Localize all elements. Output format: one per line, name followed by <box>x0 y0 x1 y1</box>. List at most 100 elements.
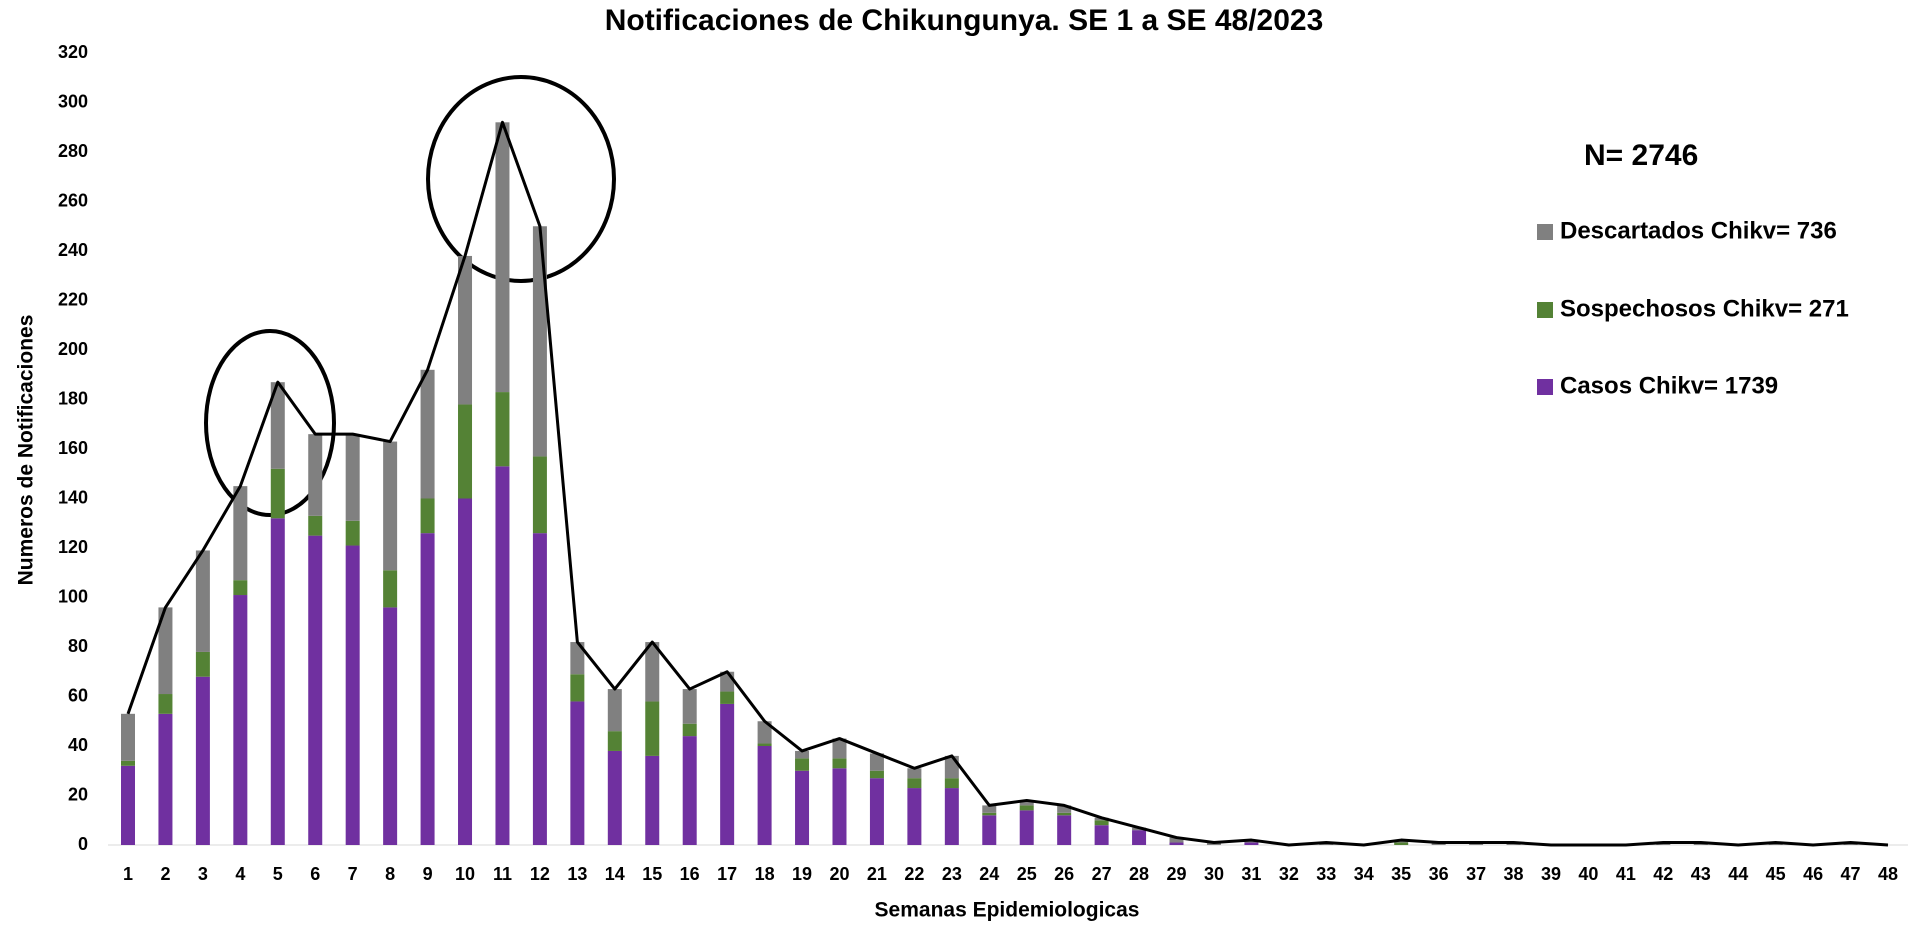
x-tick-label: 24 <box>979 864 999 884</box>
x-tick-label: 36 <box>1429 864 1449 884</box>
bar-segment <box>757 746 772 845</box>
bar-segment <box>570 642 585 675</box>
bar-segment <box>308 515 323 536</box>
x-tick-label: 3 <box>198 864 208 884</box>
bar-segment <box>233 595 248 845</box>
bar-segment <box>757 743 772 746</box>
x-tick-label: 32 <box>1279 864 1299 884</box>
legend-swatch <box>1537 302 1553 318</box>
highlight-circle <box>204 329 336 517</box>
bar-segment <box>832 738 847 759</box>
bar-segment <box>420 498 435 534</box>
x-tick-label: 34 <box>1354 864 1374 884</box>
bar-segment <box>944 755 959 779</box>
bar-segment <box>869 770 884 779</box>
bar-segment <box>570 701 585 845</box>
bar-segment <box>495 122 510 393</box>
y-tick-label: 200 <box>58 339 88 359</box>
bar-segment <box>607 731 622 751</box>
x-tick-label: 10 <box>455 864 475 884</box>
bar-segment <box>458 404 473 499</box>
bar-segment <box>757 721 772 744</box>
bar-segment <box>532 226 547 457</box>
bar-segment <box>795 758 810 771</box>
y-tick-label: 180 <box>58 388 88 408</box>
bar-segment <box>121 765 135 845</box>
x-tick-label: 18 <box>755 864 775 884</box>
y-tick-label: 220 <box>58 289 88 309</box>
x-tick-label: 37 <box>1466 864 1486 884</box>
x-tick-label: 20 <box>829 864 849 884</box>
legend-label: Descartados Chikv= 736 <box>1560 217 1837 244</box>
bar-segment <box>158 694 173 714</box>
bar-segment <box>1019 805 1034 811</box>
chart-title: Notificaciones de Chikungunya. SE 1 a SE… <box>605 4 1324 37</box>
bar-segment <box>832 768 847 845</box>
bar-segment <box>1094 820 1109 826</box>
x-tick-label: 29 <box>1166 864 1186 884</box>
bar-segment <box>158 607 173 695</box>
x-tick-label: 19 <box>792 864 812 884</box>
x-tick-label: 33 <box>1316 864 1336 884</box>
bar-segment <box>720 691 735 704</box>
bar-segment <box>233 580 248 596</box>
x-tick-label: 30 <box>1204 864 1224 884</box>
legend-label: Casos Chikv= 1739 <box>1560 372 1778 399</box>
bar-segment <box>1169 837 1184 843</box>
y-tick-label: 280 <box>58 141 88 161</box>
bar-segment <box>158 713 173 845</box>
bar-segment <box>383 607 398 845</box>
x-tick-label: 11 <box>493 864 512 884</box>
legend-swatch <box>1537 379 1553 395</box>
y-tick-label: 80 <box>68 636 88 656</box>
x-tick-label: 2 <box>160 864 170 884</box>
bar-segment <box>458 498 473 845</box>
x-tick-label: 44 <box>1728 864 1748 884</box>
bar-segment <box>607 689 622 732</box>
x-tick-label: 23 <box>942 864 962 884</box>
y-tick-label: 120 <box>58 537 88 557</box>
y-tick-label: 260 <box>58 190 88 210</box>
y-tick-label: 100 <box>58 586 88 606</box>
x-tick-label: 35 <box>1391 864 1411 884</box>
bar-segment <box>645 642 660 702</box>
x-tick-label: 46 <box>1803 864 1823 884</box>
x-tick-label: 12 <box>530 864 550 884</box>
x-tick-label: 4 <box>235 864 245 884</box>
y-tick-label: 320 <box>58 42 88 62</box>
bar-segment <box>869 778 884 845</box>
bar-segment <box>907 788 922 845</box>
y-tick-label: 240 <box>58 240 88 260</box>
bar-segment <box>121 713 135 761</box>
bar-segment <box>532 533 547 845</box>
bar-segment <box>682 723 697 737</box>
highlight-circle <box>426 75 616 283</box>
bar-segment <box>1244 842 1259 845</box>
bar-segment <box>795 750 810 759</box>
y-tick-label: 160 <box>58 438 88 458</box>
x-tick-label: 47 <box>1841 864 1861 884</box>
x-tick-label: 15 <box>642 864 662 884</box>
bar-segment <box>420 369 435 499</box>
bar-segment <box>345 434 360 521</box>
x-tick-label: 25 <box>1017 864 1037 884</box>
bar-segment <box>944 778 959 789</box>
x-tick-label: 1 <box>123 864 133 884</box>
bar-segment <box>270 382 285 469</box>
bar-segment <box>270 468 285 519</box>
x-tick-label: 42 <box>1653 864 1673 884</box>
x-tick-label: 43 <box>1691 864 1711 884</box>
bar-segment <box>532 456 547 534</box>
y-tick-label: 60 <box>68 685 88 705</box>
x-tick-label: 8 <box>385 864 395 884</box>
bar-segment <box>982 812 997 816</box>
x-tick-label: 27 <box>1092 864 1112 884</box>
bar-segment <box>1019 810 1034 845</box>
bar-segment <box>682 689 697 724</box>
bar-segment <box>720 703 735 845</box>
x-tick-label: 16 <box>680 864 700 884</box>
bar-segment <box>345 520 360 546</box>
bar-segment <box>944 788 959 845</box>
bar-segment <box>383 570 398 608</box>
bar-segment <box>308 535 323 845</box>
